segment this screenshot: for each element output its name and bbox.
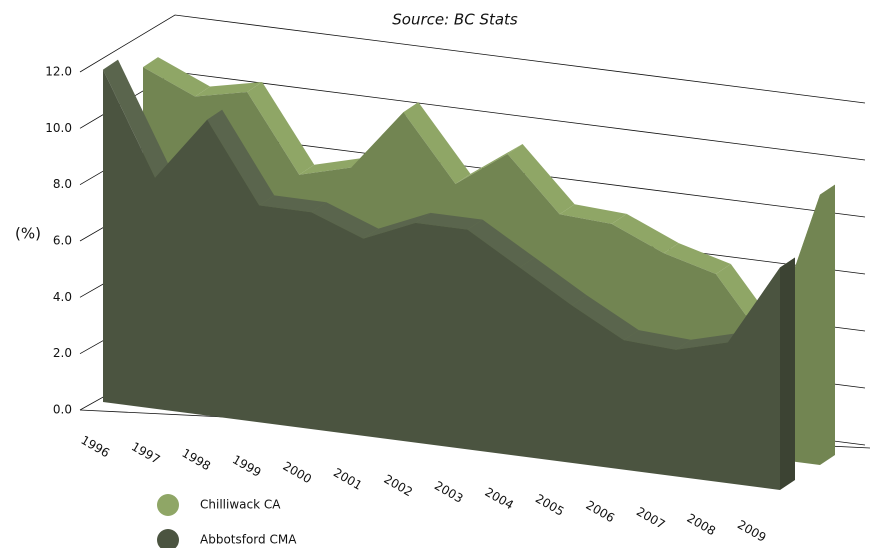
- x-tick-label: 2001: [331, 465, 364, 492]
- grid-line: [79, 14, 866, 104]
- x-tick-label: 2003: [432, 478, 465, 505]
- y-tick-label: 0.0: [53, 403, 72, 417]
- area-top: [143, 57, 211, 97]
- x-tick-label: 2006: [584, 498, 617, 525]
- y-tick-label: 6.0: [53, 234, 72, 248]
- legend-label: Chilliwack CA: [200, 498, 281, 512]
- area-top: [519, 257, 587, 306]
- area-side: [820, 184, 835, 465]
- area-top: [403, 102, 471, 184]
- x-tick-label: 1996: [79, 433, 112, 460]
- legend-swatch: [157, 494, 179, 516]
- x-tick-label: 1998: [180, 446, 213, 473]
- x-tick-label: 2008: [685, 511, 718, 538]
- y-axis-label: (%): [15, 225, 41, 243]
- area-side: [780, 257, 795, 490]
- y-tick-label: 2.0: [53, 346, 72, 360]
- area-top: [103, 59, 171, 178]
- area-top: [299, 157, 367, 175]
- legend-label: Abbotsford CMA: [200, 533, 297, 547]
- area-top: [611, 213, 679, 254]
- area-top: [415, 212, 483, 230]
- x-tick-label: 2004: [483, 485, 516, 512]
- x-tick-label: 2007: [634, 504, 667, 531]
- area-top: [623, 330, 691, 350]
- x-tick-label: 1997: [129, 439, 162, 466]
- area-top: [363, 212, 431, 239]
- area-top: [207, 109, 275, 206]
- y-tick-label: 4.0: [53, 290, 72, 304]
- x-tick-label: 2005: [533, 491, 566, 518]
- y-tick-label: 8.0: [53, 177, 72, 191]
- x-tick-label: 2002: [382, 472, 415, 499]
- y-tick-label: 12.0: [45, 65, 72, 79]
- area-top: [247, 81, 315, 175]
- area-top: [259, 195, 327, 213]
- chart-title: Source: BC Stats: [392, 11, 518, 29]
- area-top: [467, 219, 535, 268]
- series-area: [103, 59, 795, 490]
- x-tick-label: 2000: [281, 459, 314, 486]
- area-top: [571, 295, 639, 341]
- legend-swatch: [157, 529, 179, 548]
- area-top: [507, 143, 575, 215]
- area-top: [455, 143, 523, 184]
- y-tick-label: 10.0: [45, 121, 72, 135]
- area-top: [663, 243, 731, 275]
- area-top: [311, 202, 379, 239]
- x-tick-label: 1999: [230, 452, 263, 479]
- area-top: [675, 332, 743, 350]
- area-top: [559, 204, 627, 224]
- x-tick-label: 2009: [735, 517, 768, 544]
- area: [103, 69, 780, 490]
- area-top: [195, 81, 263, 97]
